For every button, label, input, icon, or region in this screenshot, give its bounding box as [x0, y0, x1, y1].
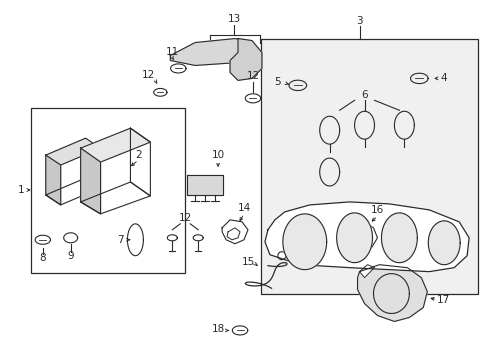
Polygon shape	[283, 214, 326, 270]
Text: 18: 18	[211, 324, 224, 334]
Polygon shape	[81, 148, 101, 214]
Polygon shape	[170, 39, 258, 66]
Polygon shape	[427, 221, 459, 265]
Text: 9: 9	[67, 251, 74, 261]
Polygon shape	[46, 155, 61, 205]
Polygon shape	[357, 265, 427, 321]
Polygon shape	[381, 213, 416, 263]
Text: 12: 12	[178, 213, 191, 223]
Text: 12: 12	[246, 71, 259, 81]
Polygon shape	[229, 39, 262, 80]
Polygon shape	[187, 175, 223, 195]
Bar	[261, 39, 477, 293]
Text: 7: 7	[117, 235, 123, 245]
Polygon shape	[81, 128, 150, 162]
Polygon shape	[336, 213, 372, 263]
Polygon shape	[46, 138, 101, 165]
Text: 15: 15	[241, 257, 254, 267]
Text: 13: 13	[227, 14, 240, 24]
Text: 8: 8	[40, 253, 46, 263]
Polygon shape	[359, 265, 374, 278]
Text: 12: 12	[142, 71, 155, 80]
Bar	[31, 108, 185, 273]
Text: 5: 5	[274, 77, 281, 87]
Text: 17: 17	[436, 294, 449, 305]
Text: 11: 11	[165, 48, 179, 58]
Text: 1: 1	[18, 185, 24, 195]
Text: 3: 3	[356, 15, 362, 26]
Text: 4: 4	[440, 73, 447, 84]
Text: 10: 10	[211, 150, 224, 160]
Text: 6: 6	[361, 90, 367, 100]
Text: 14: 14	[237, 203, 250, 213]
Text: 2: 2	[135, 150, 142, 160]
Polygon shape	[264, 202, 468, 272]
Text: 16: 16	[370, 205, 384, 215]
Polygon shape	[345, 222, 377, 250]
